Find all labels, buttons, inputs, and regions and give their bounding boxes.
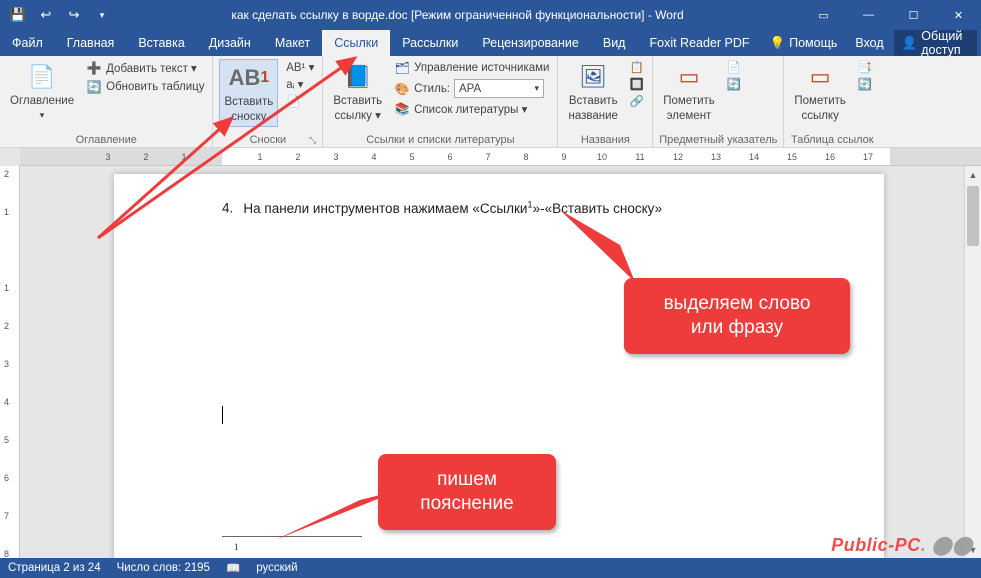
mark-entry-button[interactable]: ▭ Пометить элемент [659, 59, 719, 125]
insert-figures-button[interactable]: 📋 [628, 59, 646, 75]
group-label: Названия [564, 133, 646, 146]
ribbon: 📄 Оглавление ▾ ➕Добавить текст ▾ 🔄Обнови… [0, 56, 981, 148]
citation-icon: 📘 [342, 61, 374, 93]
tab-mailings[interactable]: Рассылки [390, 30, 470, 56]
footnote-separator [222, 536, 362, 537]
mark-citation-icon: ▭ [804, 61, 836, 93]
group-citations: 📘 Вставить ссылку ▾ 🗂Управление источник… [323, 56, 558, 147]
tab-file[interactable]: Файл [0, 30, 55, 56]
window-controls: ▭ — ☐ ✕ [801, 0, 981, 30]
save-icon[interactable]: 💾 [6, 3, 30, 27]
window-title: как сделать ссылку в ворде.doc [Режим ог… [114, 8, 801, 22]
bibliography-button[interactable]: 📚Список литературы ▾ [392, 100, 551, 118]
titlebar: 💾 ↩ ↪ ▾ как сделать ссылку в ворде.doc [… [0, 0, 981, 30]
style-icon: 🎨 [394, 81, 410, 97]
scroll-up-icon[interactable]: ▲ [965, 166, 981, 183]
tab-insert[interactable]: Вставка [126, 30, 196, 56]
vertical-scrollbar[interactable]: ▲ ▼ [964, 166, 981, 558]
insert-footnote-button[interactable]: AB1 Вставить сноску [219, 59, 278, 127]
quick-access-toolbar: 💾 ↩ ↪ ▾ [0, 3, 114, 27]
signin-button[interactable]: Вход [847, 30, 891, 56]
vertical-ruler[interactable]: 2112345678 [0, 166, 20, 558]
manage-sources-button[interactable]: 🗂Управление источниками [392, 59, 551, 77]
status-language[interactable]: русский [256, 562, 297, 574]
mark-entry-icon: ▭ [673, 61, 705, 93]
update-index-button[interactable]: 🔄 [725, 76, 743, 92]
minimize-icon[interactable]: — [846, 0, 891, 30]
update-table-button[interactable]: 🔄Обновить таблицу [84, 78, 206, 96]
status-words[interactable]: Число слов: 2195 [117, 562, 210, 574]
group-label: Оглавление [6, 133, 206, 146]
group-label: Сноски [250, 134, 287, 146]
update-captions-button[interactable]: 🔲 [628, 76, 646, 92]
insert-authorities-button[interactable]: 📑 [856, 59, 874, 75]
tab-references[interactable]: Ссылки [322, 30, 390, 56]
close-icon[interactable]: ✕ [936, 0, 981, 30]
statusbar: Страница 2 из 24 Число слов: 2195 📖 русс… [0, 558, 981, 578]
group-index: ▭ Пометить элемент 📄 🔄 Предметный указат… [653, 56, 784, 147]
update-icon: 🔄 [86, 79, 102, 95]
redo-icon[interactable]: ↪ [62, 3, 86, 27]
tab-review[interactable]: Рецензирование [470, 30, 591, 56]
callout-select: выделяем слово или фразу [624, 278, 850, 354]
insert-citation-button[interactable]: 📘 Вставить ссылку ▾ [329, 59, 386, 125]
ribbon-tabs: Файл Главная Вставка Дизайн Макет Ссылки… [0, 30, 981, 56]
dialog-launcher-icon[interactable]: ⤡ [309, 135, 316, 146]
footnote-icon: AB1 [233, 62, 265, 94]
maximize-icon[interactable]: ☐ [891, 0, 936, 30]
group-footnotes: AB1 Вставить сноску AB¹ ▾ aᵢ ▾ 📄 Сноски ⤡ [213, 56, 323, 147]
tab-foxit[interactable]: Foxit Reader PDF [637, 30, 761, 56]
undo-icon[interactable]: ↩ [34, 3, 58, 27]
ribbon-options-icon[interactable]: ▭ [801, 0, 846, 30]
cross-reference-button[interactable]: 🔗 [628, 93, 646, 109]
toc-button[interactable]: 📄 Оглавление ▾ [6, 59, 78, 123]
group-toc: 📄 Оглавление ▾ ➕Добавить текст ▾ 🔄Обнови… [0, 56, 213, 147]
status-proofing-icon[interactable]: 📖 [226, 561, 240, 575]
share-button[interactable]: 👤Общий доступ [894, 30, 977, 56]
insert-endnote-button[interactable]: AB¹ ▾ [284, 59, 316, 75]
callout-explain: пишем пояснение [378, 454, 556, 530]
lightbulb-icon: 💡 [770, 36, 786, 51]
insert-index-button[interactable]: 📄 [725, 59, 743, 75]
qat-dropdown-icon[interactable]: ▾ [90, 3, 114, 27]
caption-icon: 🖼 [577, 61, 609, 93]
tab-view[interactable]: Вид [591, 30, 638, 56]
document-content[interactable]: 4. На панели инструментов нажимаем «Ссыл… [222, 198, 804, 218]
tab-design[interactable]: Дизайн [197, 30, 263, 56]
citation-style-select[interactable]: APA▾ [454, 79, 544, 98]
group-label: Предметный указатель [659, 133, 777, 146]
add-text-icon: ➕ [86, 60, 102, 76]
tell-me-button[interactable]: 💡Помощь [762, 30, 846, 56]
toc-icon: 📄 [26, 61, 58, 93]
list-number: 4. [222, 201, 233, 216]
horizontal-ruler[interactable]: 1231234567891011121314151617 [20, 148, 981, 166]
text-cursor [222, 406, 223, 424]
style-row: 🎨 Стиль: APA▾ [392, 78, 551, 99]
update-authorities-button[interactable]: 🔄 [856, 76, 874, 92]
watermark: Public-PC. ⬤⬤ [831, 535, 973, 556]
status-page[interactable]: Страница 2 из 24 [8, 562, 101, 574]
next-footnote-button[interactable]: aᵢ ▾ [284, 76, 316, 92]
group-captions: 🖼 Вставить название 📋 🔲 🔗 Названия [558, 56, 653, 147]
body-text: На панели инструментов нажимаем «Ссылки1… [243, 201, 662, 216]
tab-home[interactable]: Главная [55, 30, 127, 56]
insert-caption-button[interactable]: 🖼 Вставить название [564, 59, 621, 125]
scrollbar-thumb[interactable] [967, 186, 979, 246]
group-authorities: ▭ Пометить ссылку 📑 🔄 Таблица ссылок [784, 56, 880, 147]
add-text-button[interactable]: ➕Добавить текст ▾ [84, 59, 206, 77]
mark-citation-button[interactable]: ▭ Пометить ссылку [790, 59, 850, 125]
group-label: Таблица ссылок [790, 133, 874, 146]
chevron-down-icon: ▾ [534, 83, 539, 94]
show-notes-button[interactable]: 📄 [284, 93, 316, 109]
person-icon: 👤 [902, 36, 918, 51]
bibliography-icon: 📚 [394, 101, 410, 117]
group-label: Ссылки и списки литературы [329, 133, 551, 146]
sources-icon: 🗂 [394, 60, 410, 76]
footnote-number: 1 [234, 542, 239, 552]
tab-layout[interactable]: Макет [263, 30, 322, 56]
